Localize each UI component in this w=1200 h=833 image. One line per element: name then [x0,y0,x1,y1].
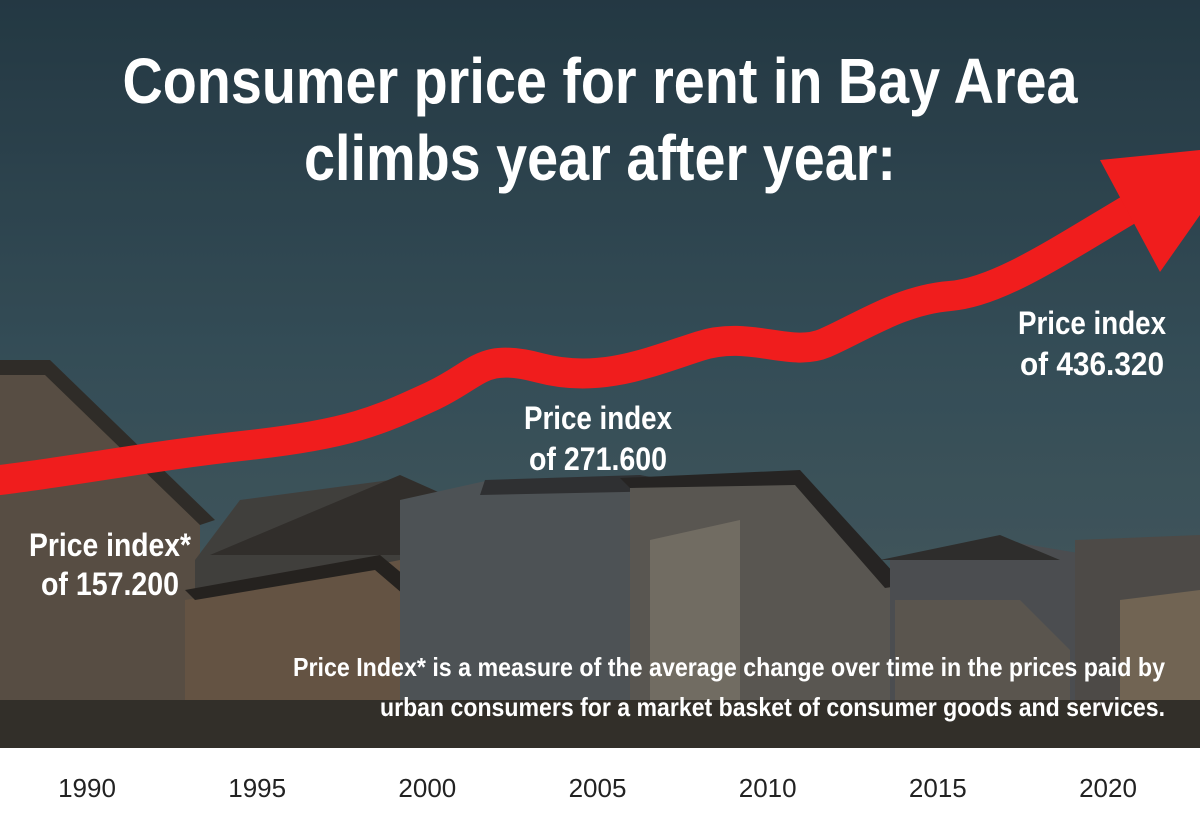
year-label: 2010 [739,773,797,803]
annotation-line: of 436.320 [1020,346,1164,382]
year-label: 1995 [228,773,286,803]
footnote-line: Price Index* is a measure of the average… [293,652,1165,682]
annotation-line: of 271.600 [529,441,667,477]
trend-arrow [0,150,1200,495]
title-line: climbs year after year: [304,122,896,194]
year-label: 1990 [58,773,116,803]
footnote-line: urban consumers for a market basket of c… [380,692,1165,722]
year-axis: 1990 1995 2000 2005 2010 2015 2020 [58,773,1137,803]
annotation-line: of 157.200 [41,566,179,602]
title-line: Consumer price for rent in Bay Area [123,45,1078,117]
year-label: 2015 [909,773,967,803]
year-label: 2020 [1079,773,1137,803]
year-label: 2005 [569,773,627,803]
annotation-line: Price index [524,400,672,436]
arrow-head [1100,150,1200,272]
trend-line [0,185,1160,495]
annotation-line: Price index [1018,305,1166,341]
year-label: 2000 [398,773,456,803]
annotation-line: Price index* [29,527,191,563]
